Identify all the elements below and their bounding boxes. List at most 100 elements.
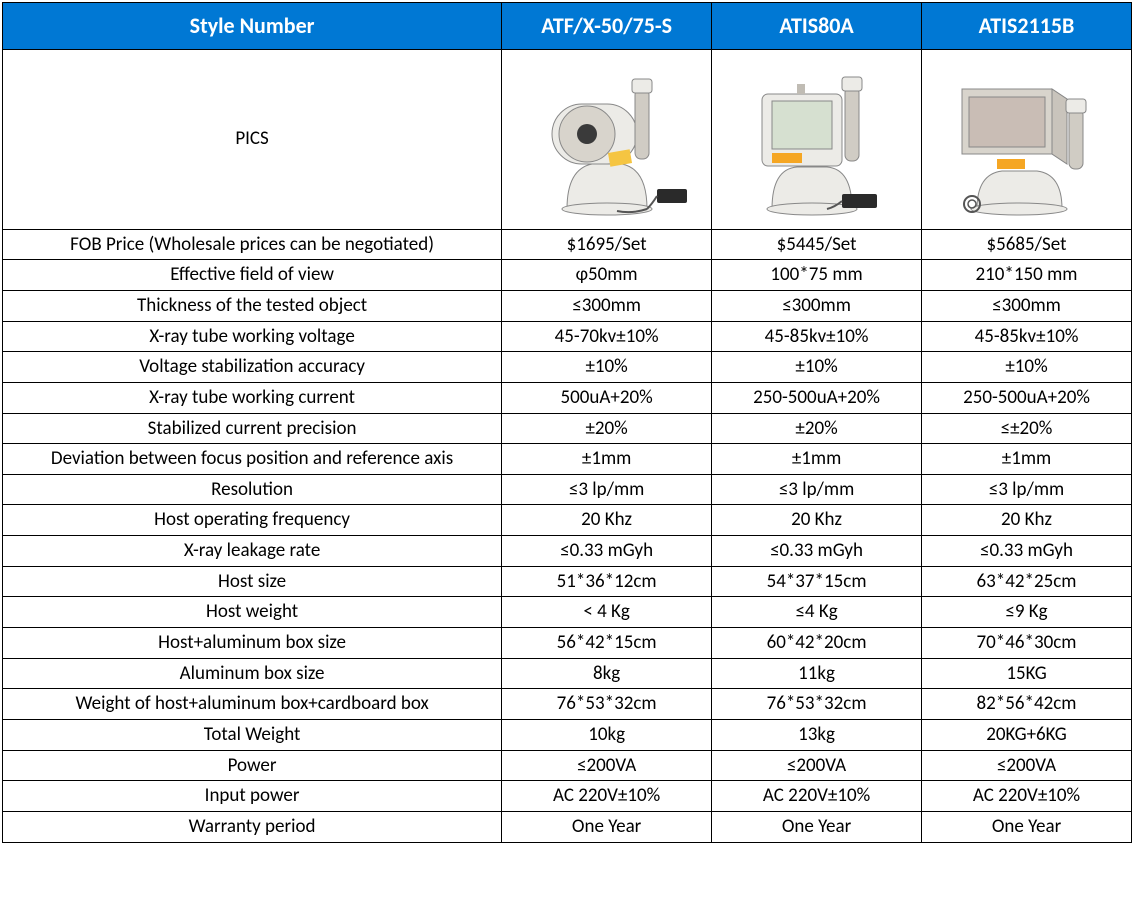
header-model-1: ATF/X-50/75-S xyxy=(502,3,712,50)
cell-value: ≤0.33 mGyh xyxy=(502,536,712,567)
cell-value: 56*42*15cm xyxy=(502,628,712,659)
row-label: Deviation between focus position and ref… xyxy=(3,444,502,475)
cell-value: 100*75 mm xyxy=(712,260,922,291)
device-square-icon xyxy=(727,59,907,219)
table-row: Resolution≤3 lp/mm≤3 lp/mm≤3 lp/mm xyxy=(3,474,1132,505)
cell-value: ≤4 Kg xyxy=(712,597,922,628)
pics-row: PICS xyxy=(3,49,1132,229)
cell-value: AC 220V±10% xyxy=(712,781,922,812)
cell-value: ±1mm xyxy=(712,444,922,475)
cell-value: 63*42*25cm xyxy=(922,566,1132,597)
header-style-number: Style Number xyxy=(3,3,502,50)
cell-value: One Year xyxy=(502,811,712,842)
cell-value: φ50mm xyxy=(502,260,712,291)
table-body: PICS xyxy=(3,49,1132,842)
cell-value: 82*56*42cm xyxy=(922,689,1132,720)
table-row: Effective field of viewφ50mm100*75 mm210… xyxy=(3,260,1132,291)
cell-value: 500uA+20% xyxy=(502,382,712,413)
cell-value: ≤300mm xyxy=(922,290,1132,321)
cell-value: 60*42*20cm xyxy=(712,628,922,659)
row-label: Total Weight xyxy=(3,719,502,750)
table-row: Aluminum box size8kg11kg15KG xyxy=(3,658,1132,689)
table-row: Power≤200VA≤200VA≤200VA xyxy=(3,750,1132,781)
header-row: Style Number ATF/X-50/75-S ATIS80A ATIS2… xyxy=(3,3,1132,50)
cell-value: 20KG+6KG xyxy=(922,719,1132,750)
table-row: Input powerAC 220V±10%AC 220V±10%AC 220V… xyxy=(3,781,1132,812)
cell-value: ≤±20% xyxy=(922,413,1132,444)
row-label: Stabilized current precision xyxy=(3,413,502,444)
pics-label: PICS xyxy=(3,49,502,229)
cell-value: 250-500uA+20% xyxy=(712,382,922,413)
cell-value: 210*150 mm xyxy=(922,260,1132,291)
table-row: Host+aluminum box size56*42*15cm60*42*20… xyxy=(3,628,1132,659)
header-model-2: ATIS80A xyxy=(712,3,922,50)
cell-value: 51*36*12cm xyxy=(502,566,712,597)
device-round-icon xyxy=(517,59,697,219)
cell-value: 15KG xyxy=(922,658,1132,689)
cell-value: 76*53*32cm xyxy=(502,689,712,720)
cell-value: ≤9 Kg xyxy=(922,597,1132,628)
table-row: Warranty periodOne YearOne YearOne Year xyxy=(3,811,1132,842)
table-row: Thickness of the tested object≤300mm≤300… xyxy=(3,290,1132,321)
table-row: Host weight< 4 Kg≤4 Kg≤9 Kg xyxy=(3,597,1132,628)
cell-value: 11kg xyxy=(712,658,922,689)
pic-cell-2 xyxy=(712,49,922,229)
cell-value: < 4 Kg xyxy=(502,597,712,628)
row-label: Host operating frequency xyxy=(3,505,502,536)
cell-value: 10kg xyxy=(502,719,712,750)
cell-value: ≤300mm xyxy=(502,290,712,321)
row-label: Aluminum box size xyxy=(3,658,502,689)
table-row: X-ray leakage rate≤0.33 mGyh≤0.33 mGyh≤0… xyxy=(3,536,1132,567)
cell-value: ±10% xyxy=(712,352,922,383)
row-label: X-ray leakage rate xyxy=(3,536,502,567)
table-row: Host size51*36*12cm54*37*15cm63*42*25cm xyxy=(3,566,1132,597)
cell-value: 45-85kv±10% xyxy=(922,321,1132,352)
cell-value: 70*46*30cm xyxy=(922,628,1132,659)
cell-value: One Year xyxy=(922,811,1132,842)
row-label: Voltage stabilization accuracy xyxy=(3,352,502,383)
pic-cell-1 xyxy=(502,49,712,229)
cell-value: 8kg xyxy=(502,658,712,689)
row-label: X-ray tube working voltage xyxy=(3,321,502,352)
table-row: Voltage stabilization accuracy±10%±10%±1… xyxy=(3,352,1132,383)
cell-value: $1695/Set xyxy=(502,229,712,260)
table-row: Host operating frequency20 Khz20 Khz20 K… xyxy=(3,505,1132,536)
table-row: Total Weight10kg13kg20KG+6KG xyxy=(3,719,1132,750)
row-label: Thickness of the tested object xyxy=(3,290,502,321)
cell-value: ≤3 lp/mm xyxy=(712,474,922,505)
row-label: Resolution xyxy=(3,474,502,505)
device-large-icon xyxy=(937,59,1117,219)
table-row: FOB Price (Wholesale prices can be negot… xyxy=(3,229,1132,260)
cell-value: ≤200VA xyxy=(922,750,1132,781)
row-label: Warranty period xyxy=(3,811,502,842)
pic-cell-3 xyxy=(922,49,1132,229)
row-label: Effective field of view xyxy=(3,260,502,291)
row-label: Power xyxy=(3,750,502,781)
header-model-3: ATIS2115B xyxy=(922,3,1132,50)
cell-value: One Year xyxy=(712,811,922,842)
row-label: X-ray tube working current xyxy=(3,382,502,413)
cell-value: 76*53*32cm xyxy=(712,689,922,720)
cell-value: ±1mm xyxy=(502,444,712,475)
cell-value: ≤200VA xyxy=(712,750,922,781)
cell-value: ±1mm xyxy=(922,444,1132,475)
row-label: FOB Price (Wholesale prices can be negot… xyxy=(3,229,502,260)
cell-value: ≤300mm xyxy=(712,290,922,321)
cell-value: AC 220V±10% xyxy=(502,781,712,812)
cell-value: 13kg xyxy=(712,719,922,750)
cell-value: AC 220V±10% xyxy=(922,781,1132,812)
row-label: Host weight xyxy=(3,597,502,628)
cell-value: ≤3 lp/mm xyxy=(922,474,1132,505)
row-label: Host+aluminum box size xyxy=(3,628,502,659)
row-label: Host size xyxy=(3,566,502,597)
table-row: X-ray tube working current500uA+20%250-5… xyxy=(3,382,1132,413)
cell-value: ±20% xyxy=(502,413,712,444)
cell-value: 20 Khz xyxy=(502,505,712,536)
table-row: X-ray tube working voltage45-70kv±10%45-… xyxy=(3,321,1132,352)
cell-value: 20 Khz xyxy=(922,505,1132,536)
cell-value: 250-500uA+20% xyxy=(922,382,1132,413)
cell-value: $5685/Set xyxy=(922,229,1132,260)
row-label: Input power xyxy=(3,781,502,812)
cell-value: ≤3 lp/mm xyxy=(502,474,712,505)
cell-value: ≤200VA xyxy=(502,750,712,781)
